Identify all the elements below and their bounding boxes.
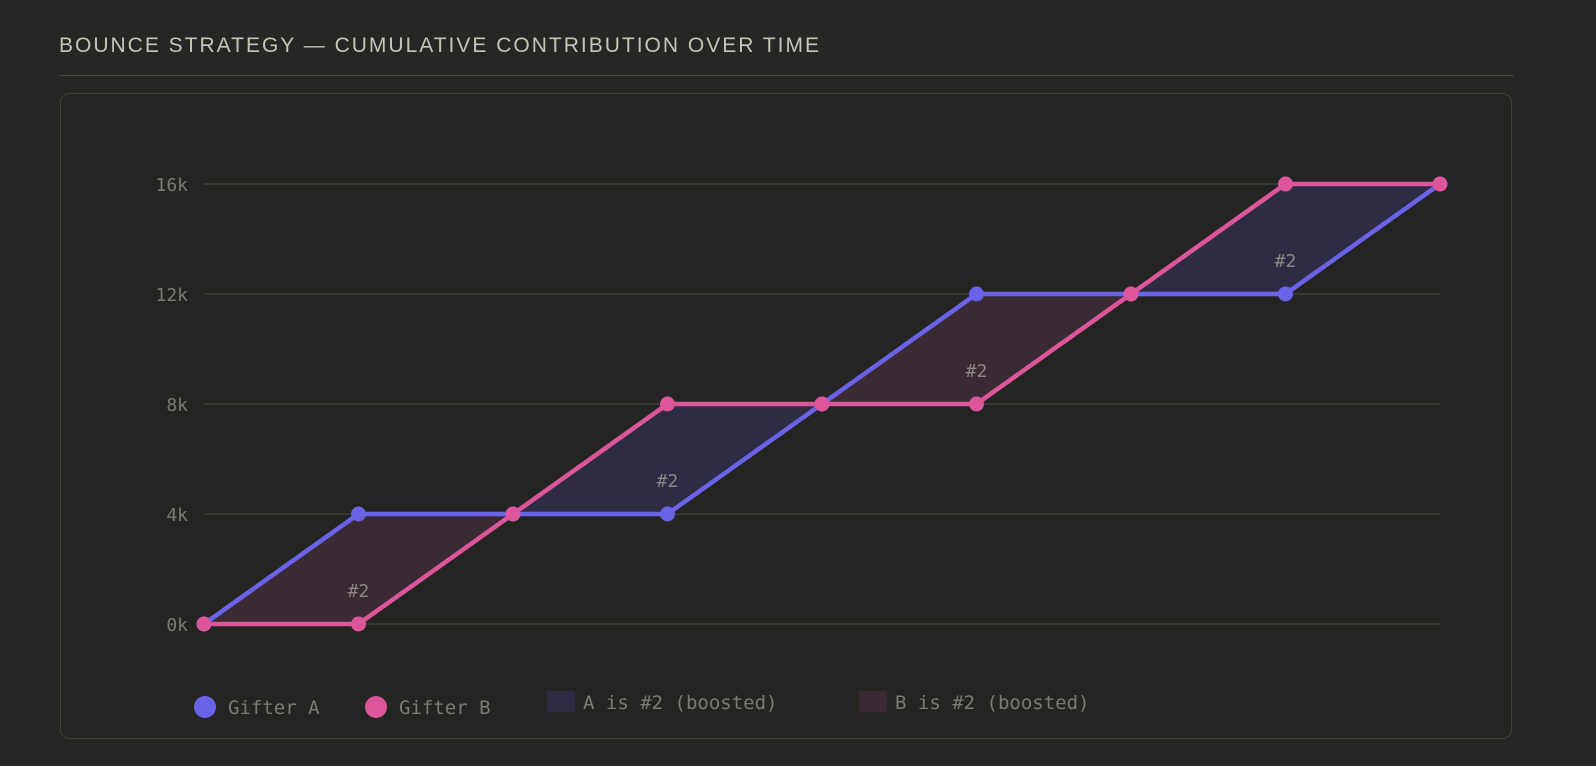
legend-label: A is #2 (boosted): [583, 692, 777, 714]
band-label: #2: [657, 471, 679, 492]
band-b-boosted: [204, 514, 513, 624]
point-gifter-b: [660, 396, 675, 412]
point-gifter-b: [1278, 176, 1293, 192]
y-axis-labels: 0k 4k 8k 12k 16k: [155, 175, 188, 636]
point-gifter-a: [969, 286, 984, 302]
point-gifter-b: [351, 616, 366, 632]
y-tick-label: 8k: [166, 395, 188, 416]
y-tick-label: 16k: [155, 175, 188, 196]
point-gifter-b: [196, 616, 212, 632]
point-gifter-b: [1123, 286, 1139, 302]
point-gifter-a: [351, 506, 366, 522]
band-a-boosted: [513, 404, 822, 514]
point-gifter-b: [814, 396, 830, 412]
legend-label: Gifter B: [399, 697, 491, 719]
point-gifter-b: [969, 396, 984, 412]
legend-dot: [365, 696, 387, 718]
legend-item-b-boosted: B is #2 (boosted): [859, 691, 1089, 714]
band-label: #2: [348, 581, 370, 602]
chart-title: BOUNCE STRATEGY — CUMULATIVE CONTRIBUTIO…: [59, 34, 822, 57]
point-gifter-a: [1278, 286, 1293, 302]
band-label: #2: [966, 361, 988, 382]
y-tick-label: 0k: [166, 615, 188, 636]
legend-item-a-boosted: A is #2 (boosted): [547, 691, 777, 714]
y-tick-label: 4k: [166, 505, 188, 526]
legend: Gifter A Gifter B A is #2 (boosted) B is #2…: [194, 691, 1089, 719]
point-gifter-b: [1432, 176, 1448, 192]
band-labels: #2 #2 #2 #2: [348, 251, 1297, 602]
legend-dot: [194, 696, 216, 718]
legend-label: Gifter A: [228, 697, 320, 719]
y-tick-label: 12k: [155, 285, 188, 306]
band-a-boosted: [1131, 184, 1440, 294]
band-b-boosted: [822, 294, 1131, 404]
legend-item-gifter-b: Gifter B: [365, 696, 491, 719]
boost-bands: [204, 184, 1440, 624]
legend-item-gifter-a: Gifter A: [194, 696, 320, 719]
legend-label: B is #2 (boosted): [895, 692, 1089, 714]
band-label: #2: [1275, 251, 1297, 272]
legend-swatch: [547, 691, 575, 712]
point-gifter-a: [660, 506, 675, 522]
legend-swatch: [859, 691, 887, 712]
series-points: [196, 176, 1448, 632]
title-divider: [59, 75, 1514, 76]
point-gifter-b: [505, 506, 521, 522]
